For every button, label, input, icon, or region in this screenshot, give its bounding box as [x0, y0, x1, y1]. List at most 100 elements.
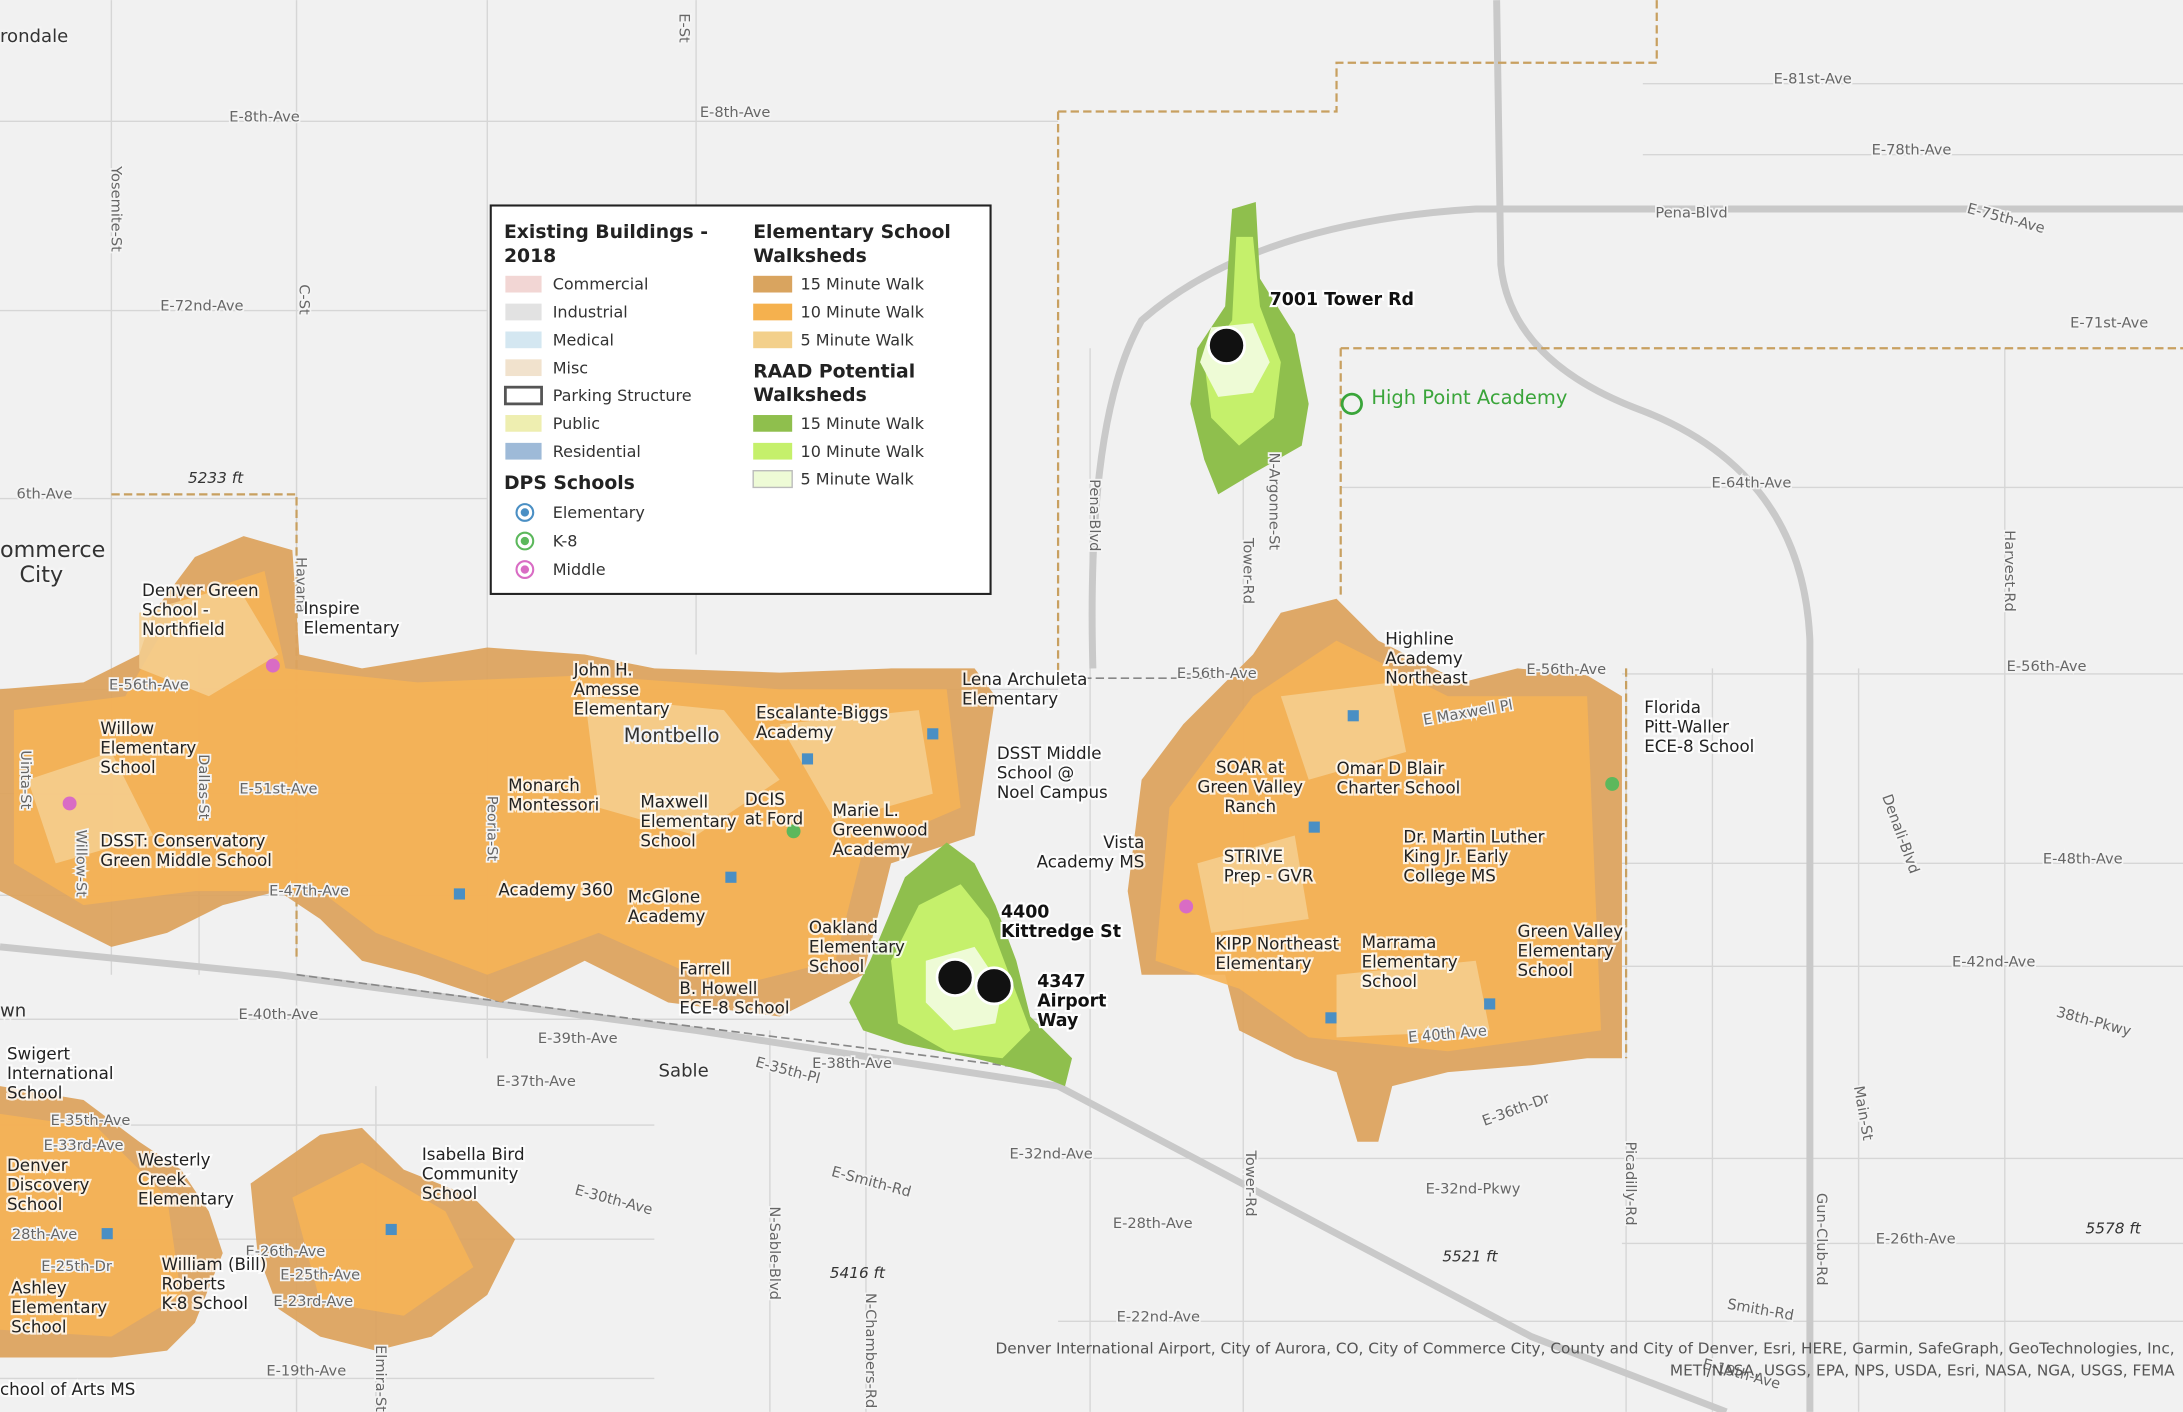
street-label: Gun-Club-Rd — [1813, 1193, 1830, 1286]
school-label: Academy — [833, 839, 911, 859]
legend-swatch — [753, 415, 793, 432]
street-label: Tower-Rd — [1239, 537, 1256, 604]
site-label: Way — [1037, 1011, 1079, 1031]
school-label: Elementary — [304, 618, 400, 638]
school-label: Escalante-Biggs — [756, 703, 888, 723]
school-label: Marie L. — [833, 800, 899, 820]
street-label: Willow-St — [73, 830, 90, 898]
school-label: SOAR at — [1216, 757, 1285, 777]
interstate-70 — [0, 943, 1728, 1412]
school-label: Ranch — [1224, 796, 1276, 816]
school-label: Green Valley — [1197, 776, 1303, 796]
site-label: 4400 — [1001, 903, 1049, 923]
school-icon — [927, 728, 939, 740]
school-label: Denver — [7, 1155, 68, 1175]
school-label: Creek — [138, 1169, 187, 1189]
legend-swatch — [753, 331, 793, 349]
street-label: E-25th-Dr — [41, 1258, 112, 1275]
street-label: E-23rd-Ave — [273, 1293, 353, 1310]
school-label: DSST Middle — [997, 743, 1102, 763]
street-label: E-51st-Ave — [239, 781, 317, 798]
school-label: Green Middle School — [100, 850, 272, 870]
school-label: Elementary — [11, 1297, 107, 1317]
boundaries — [111, 0, 2183, 1059]
street-label: E-42nd-Ave — [1952, 953, 2035, 970]
school-label: Oakland — [809, 917, 878, 937]
site-label: Kittredge St — [1001, 922, 1121, 942]
street-label: E-56th-Ave — [109, 676, 189, 693]
street-label: E-81st-Ave — [1774, 71, 1852, 88]
school-icon — [101, 1228, 113, 1240]
street-label: Uinta-St — [17, 750, 34, 809]
legend-swatch — [505, 442, 542, 460]
school-label: Omar D Blair — [1337, 758, 1445, 778]
school-label: Westerly — [138, 1149, 211, 1169]
legend-swatch — [505, 275, 542, 293]
school-label: Montessori — [508, 794, 599, 814]
school-icon — [453, 888, 466, 900]
school-label: School — [1362, 971, 1417, 991]
elevation-label: 5578 ft — [2086, 1220, 2142, 1238]
elevation-label: 5233 ft — [188, 469, 244, 487]
highlight-label: High Point Academy — [1371, 386, 1567, 409]
legend-swatch — [505, 415, 542, 432]
school-icon — [1484, 998, 1496, 1010]
street-label: Havana — [293, 557, 310, 613]
site-icons — [935, 325, 1363, 1006]
legend-swatch — [752, 470, 793, 489]
site-icon — [935, 957, 975, 997]
street-label: Picadilly-Rd — [1622, 1141, 1639, 1225]
legend-item: 10 Minute Walk — [801, 442, 925, 461]
walkshed-10-east — [1155, 640, 1602, 1052]
school-label: School — [809, 956, 864, 976]
pena-blvd-ramp — [1088, 205, 2183, 669]
school-label: Elementary — [809, 936, 905, 956]
school-label: College MS — [1403, 865, 1496, 885]
street-label: E-37th-Ave — [496, 1073, 576, 1090]
walkshed-10-southwest — [292, 1162, 474, 1316]
legend-title: RAAD Potential — [753, 361, 915, 382]
school-label: Charter School — [1337, 778, 1461, 798]
street-label: E-78th-Ave — [1872, 142, 1952, 159]
attribution: METI/NASA, USGS, EPA, NPS, USDA, Esri, N… — [1670, 1362, 2175, 1380]
street-label: E-72nd-Ave — [160, 298, 243, 315]
street-label: Peoria-St — [483, 796, 500, 862]
school-label: Inspire — [304, 598, 360, 618]
highlight-marker — [1340, 392, 1363, 416]
school-label: Academy — [628, 906, 706, 926]
school-label: Elementary — [1215, 953, 1311, 973]
school-label: School — [7, 1083, 62, 1103]
school-label: Pitt-Waller — [1644, 716, 1729, 736]
street-label: E-64th-Ave — [1712, 474, 1792, 491]
school-label: Elementary — [138, 1188, 234, 1208]
elevation-label: 5416 ft — [830, 1264, 886, 1282]
place-label: rondale — [0, 26, 68, 47]
street-label: E-56th-Ave — [1177, 665, 1257, 682]
street-label: E-8th-Ave — [700, 104, 771, 121]
school-label: Elementary — [640, 811, 736, 831]
legend-item: Misc — [553, 358, 588, 377]
attribution: Denver International Airport, City of Au… — [995, 1339, 2174, 1357]
walkshed-10-west — [13, 570, 961, 989]
place-label: wn — [0, 1000, 26, 1021]
street-label: Dallas-St — [195, 754, 212, 819]
school-icon — [385, 1223, 397, 1236]
street-label: E-32nd-Ave — [1009, 1145, 1092, 1162]
legend-item: Parking Structure — [553, 386, 692, 405]
school-label: International — [7, 1063, 114, 1083]
school-label: Academy — [756, 722, 834, 742]
legend-item: Medical — [553, 330, 614, 349]
street-label: E-32nd-Pkwy — [1426, 1180, 1521, 1197]
school-label: Prep - GVR — [1224, 865, 1314, 885]
school-label: Isabella Bird — [422, 1144, 525, 1164]
street-label: Pena-Blvd — [1086, 479, 1103, 551]
school-label: Green Valley — [1518, 921, 1624, 941]
school-label: Academy MS — [1037, 851, 1145, 871]
site-icon — [1207, 325, 1247, 365]
place-label: ommerce — [0, 537, 105, 563]
street-label: Pena-Blvd — [1655, 204, 1727, 221]
pena-blvd — [1493, 0, 1814, 1412]
site-label: 7001 Tower Rd — [1270, 290, 1414, 310]
street-label: Tower-Rd — [1242, 1149, 1259, 1216]
school-label: Northeast — [1385, 668, 1468, 688]
